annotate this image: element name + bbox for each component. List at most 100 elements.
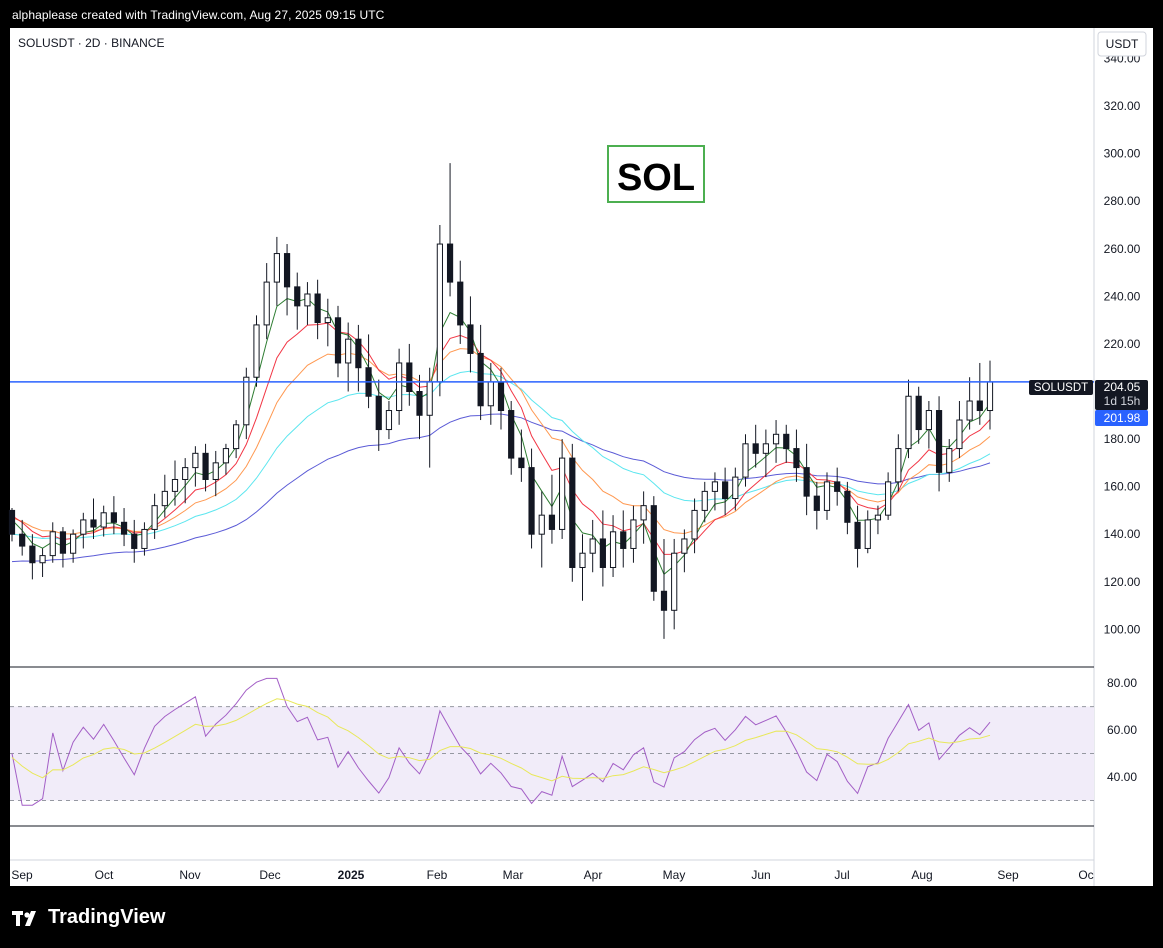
price-tag-value: 204.05 — [1104, 380, 1141, 394]
price-tick-label: 220.00 — [1104, 337, 1141, 351]
moving-averages — [11, 297, 991, 576]
candle-down — [59, 531, 67, 554]
candle-up — [559, 457, 566, 530]
candle-up — [426, 381, 433, 416]
candle-up — [192, 452, 199, 469]
candle-up — [212, 462, 219, 480]
candle-down — [283, 253, 291, 288]
candle-down — [294, 286, 301, 307]
credit-line: alphaplease created with TradingView.com… — [12, 8, 385, 22]
ma-price-tag: 201.98 — [1104, 411, 1141, 425]
time-tick-label: Oc — [1078, 868, 1093, 882]
candle-down — [497, 381, 505, 412]
candle-down — [803, 467, 810, 497]
candle-up — [671, 552, 678, 611]
candle-up — [691, 509, 698, 540]
rsi-tick-label: 60.00 — [1107, 723, 1137, 737]
time-tick-label: Aug — [911, 868, 932, 882]
price-tick-label: 260.00 — [1104, 242, 1141, 256]
candle-up — [874, 514, 882, 521]
price-axis[interactable]: 340.00320.00300.00280.00260.00240.00220.… — [1104, 52, 1141, 637]
currency-label: USDT — [1106, 37, 1139, 51]
candle-down — [548, 514, 556, 530]
candle-up — [640, 505, 647, 521]
candle-down — [416, 390, 423, 416]
currency-box[interactable] — [1097, 31, 1147, 57]
price-tick-label: 160.00 — [1104, 480, 1141, 494]
rsi-tick-label: 40.00 — [1107, 770, 1137, 784]
candle-up — [233, 424, 240, 450]
candle-up — [925, 410, 932, 431]
tradingview-logo-icon — [12, 910, 36, 926]
candle-down — [935, 410, 943, 473]
candle-down — [844, 490, 851, 523]
candle-down — [90, 519, 97, 528]
time-tick-label: Jul — [834, 868, 849, 882]
candle-up — [243, 376, 250, 426]
candle-up — [630, 519, 637, 549]
candle-up — [538, 514, 545, 535]
rsi-line — [11, 677, 991, 806]
candle-up — [151, 505, 158, 530]
candle-down — [783, 433, 790, 450]
candle-down — [375, 395, 382, 431]
candle-up — [100, 512, 107, 528]
candle-down — [355, 338, 362, 369]
price-tick-label: 120.00 — [1104, 575, 1141, 589]
candle-up — [487, 381, 494, 407]
price-tick-label: 240.00 — [1104, 289, 1141, 303]
annotation-box[interactable] — [607, 145, 705, 203]
candle-down — [29, 545, 36, 564]
tradingview-logo[interactable]: TradingView — [12, 906, 165, 929]
candle-up — [772, 433, 780, 445]
candle-up — [986, 381, 994, 412]
rsi-pane: 80.00 60.00 40.00 — [10, 676, 1137, 806]
tradingview-logo-text: TradingView — [48, 906, 166, 928]
candle-down — [752, 443, 759, 454]
candle-up — [956, 419, 963, 450]
time-tick-label: Dec — [259, 868, 280, 882]
candle-up — [171, 478, 179, 492]
candle-up — [385, 410, 393, 431]
candle-down — [650, 505, 657, 592]
price-tag: SOLUSDT 204.05 1d 15h 201.98 — [1029, 380, 1148, 426]
time-axis[interactable]: Sep Oct Nov Dec 2025 Feb Mar Apr May Jun Jul Aug Sep… — [11, 868, 1093, 882]
time-tick-label: Sep — [997, 868, 1019, 882]
candle-down — [518, 457, 525, 469]
price-tick-label: 300.00 — [1104, 147, 1141, 161]
candle-down — [467, 324, 474, 354]
candle-down — [406, 362, 413, 392]
candle-up — [589, 538, 596, 554]
time-tick-label: 2025 — [338, 868, 365, 882]
candle-up — [742, 443, 749, 478]
price-tick-label: 280.00 — [1104, 194, 1141, 208]
candle-up — [885, 481, 892, 516]
time-tick-label: May — [663, 868, 686, 882]
candle-up — [905, 395, 912, 450]
candle-down — [334, 317, 342, 364]
candle-up — [396, 362, 403, 412]
ema-red-line — [11, 322, 991, 555]
candle-up — [711, 481, 719, 492]
candle-down — [457, 281, 464, 326]
candle-up — [141, 528, 148, 549]
candle-up — [762, 443, 769, 454]
candle-up — [182, 467, 189, 480]
candle-up — [732, 476, 739, 500]
candle-up — [80, 519, 87, 535]
candle-down — [446, 243, 454, 283]
candle-down — [569, 457, 576, 568]
symbol-header[interactable]: SOLUSDT · 2D · BINANCE — [18, 36, 164, 50]
candle-down — [120, 521, 128, 535]
price-tick-label: 140.00 — [1104, 527, 1141, 541]
candle-up — [966, 400, 973, 421]
candle-up — [701, 490, 708, 511]
candle-down — [19, 533, 26, 547]
candle-down — [202, 452, 209, 480]
price-tick-label: 180.00 — [1104, 432, 1141, 446]
candle-down — [793, 448, 800, 469]
price-tick-label: 320.00 — [1104, 99, 1141, 113]
candle-up — [253, 324, 260, 378]
rsi-tick-label: 80.00 — [1107, 676, 1137, 690]
